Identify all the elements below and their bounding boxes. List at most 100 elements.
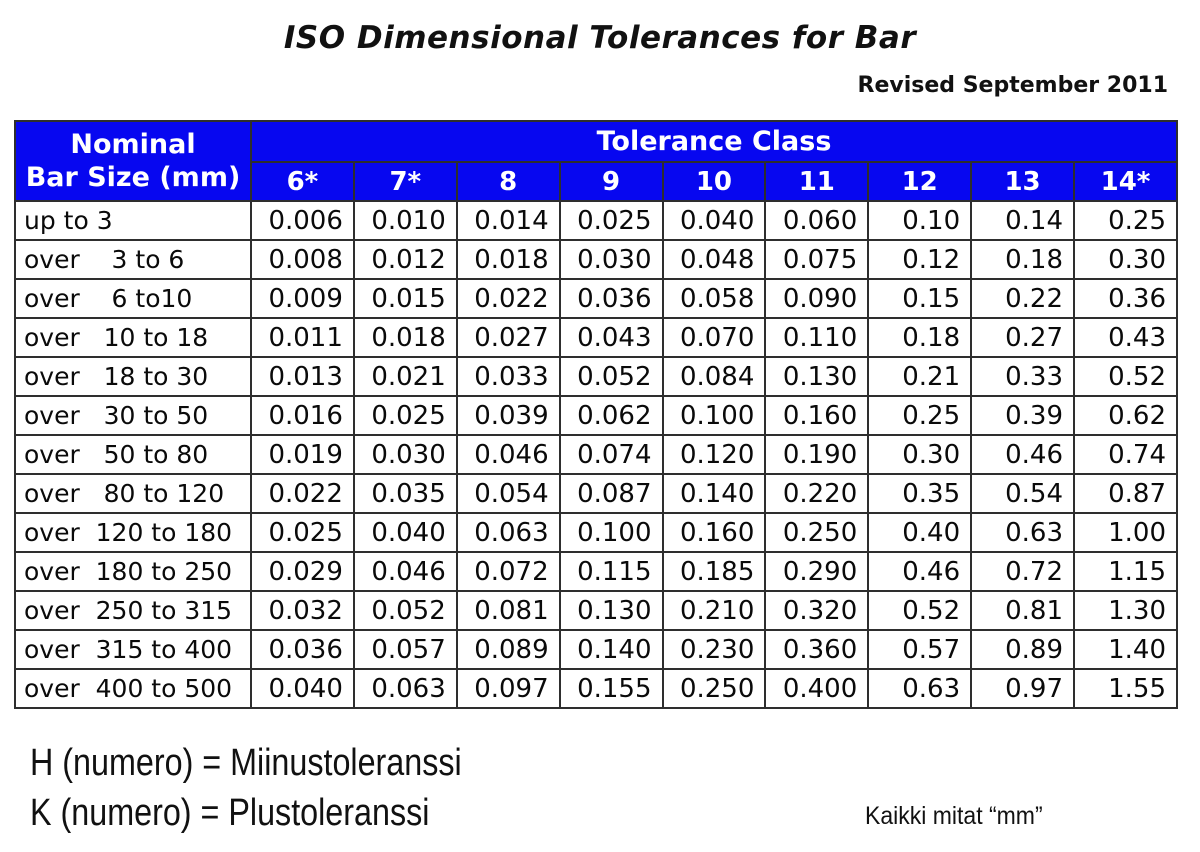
value-cell: 0.81 bbox=[970, 590, 1075, 631]
table-row-7: over 80 to 120 0.022 0.035 0.054 0.087 0.140 0… bbox=[14, 473, 1178, 514]
value-cell: 0.015 bbox=[352, 278, 458, 319]
row-label: over 180 to 250 bbox=[14, 551, 252, 592]
class-header-6star: 6* bbox=[250, 161, 355, 202]
table-row-11: over 315 to 400 0.036 0.057 0.089 0.140 0.230… bbox=[14, 629, 1178, 670]
value-cell: 0.063 bbox=[455, 512, 561, 553]
value-cell: 0.043 bbox=[558, 317, 664, 358]
value-cell: 0.025 bbox=[352, 395, 458, 436]
value-cell: 0.220 bbox=[764, 473, 870, 514]
value-cell: 0.009 bbox=[250, 278, 355, 319]
nominal-header-line2: Bar Size (mm) bbox=[25, 162, 241, 193]
value-cell: 0.46 bbox=[970, 434, 1075, 475]
value-cell: 0.070 bbox=[661, 317, 767, 358]
legend-plus-tolerance: K (numero) = Plustoleranssi bbox=[30, 792, 430, 834]
value-cell: 1.30 bbox=[1073, 590, 1178, 631]
table-row-0: up to 3 0.006 0.010 0.014 0.025 0.040 0.060 0.1… bbox=[14, 200, 1178, 241]
page-title: ISO Dimensional Tolerances for Bar bbox=[283, 20, 917, 56]
value-cell: 0.040 bbox=[661, 200, 767, 241]
table-row-3: over 10 to 18 0.011 0.018 0.027 0.043 0.070 0.… bbox=[14, 317, 1178, 358]
footer: H (numero) = Miinustoleranssi K (numero)… bbox=[0, 740, 1200, 852]
value-cell: 0.52 bbox=[1073, 356, 1178, 397]
value-cell: 0.013 bbox=[250, 356, 355, 397]
value-cell: 0.140 bbox=[558, 629, 664, 670]
value-cell: 0.210 bbox=[661, 590, 767, 631]
value-cell: 0.72 bbox=[970, 551, 1075, 592]
value-cell: 0.057 bbox=[352, 629, 458, 670]
value-cell: 0.052 bbox=[352, 590, 458, 631]
value-cell: 0.046 bbox=[352, 551, 458, 592]
nominal-bar-size-header: Nominal Bar Size (mm) bbox=[14, 120, 252, 202]
value-cell: 0.33 bbox=[970, 356, 1075, 397]
value-cell: 0.74 bbox=[1073, 434, 1178, 475]
table-row-2: over 6 to10 0.009 0.015 0.022 0.036 0.058 0.09… bbox=[14, 278, 1178, 319]
value-cell: 0.10 bbox=[867, 200, 973, 241]
value-cell: 0.22 bbox=[970, 278, 1075, 319]
value-cell: 0.046 bbox=[455, 434, 561, 475]
value-cell: 0.029 bbox=[250, 551, 355, 592]
value-cell: 0.032 bbox=[250, 590, 355, 631]
value-cell: 0.89 bbox=[970, 629, 1075, 670]
value-cell: 0.360 bbox=[764, 629, 870, 670]
value-cell: 0.040 bbox=[250, 668, 355, 709]
value-cell: 0.12 bbox=[867, 239, 973, 280]
value-cell: 0.036 bbox=[250, 629, 355, 670]
value-cell: 0.016 bbox=[250, 395, 355, 436]
value-cell: 0.100 bbox=[558, 512, 664, 553]
value-cell: 0.058 bbox=[661, 278, 767, 319]
revision-date: Revised September 2011 bbox=[857, 73, 1168, 98]
value-cell: 0.048 bbox=[661, 239, 767, 280]
value-cell: 0.063 bbox=[352, 668, 458, 709]
value-cell: 0.030 bbox=[558, 239, 664, 280]
value-cell: 0.130 bbox=[764, 356, 870, 397]
value-cell: 0.30 bbox=[1073, 239, 1178, 280]
value-cell: 0.40 bbox=[867, 512, 973, 553]
value-cell: 0.019 bbox=[250, 434, 355, 475]
value-cell: 0.25 bbox=[867, 395, 973, 436]
value-cell: 0.014 bbox=[455, 200, 561, 241]
value-cell: 0.006 bbox=[250, 200, 355, 241]
value-cell: 0.110 bbox=[764, 317, 870, 358]
table-row-12: over 400 to 500 0.040 0.063 0.097 0.155 0.250… bbox=[14, 668, 1178, 709]
group-header-row: Nominal Bar Size (mm) Tolerance Class bbox=[14, 120, 1178, 202]
row-label: over 6 to10 bbox=[14, 278, 252, 319]
value-cell: 1.15 bbox=[1073, 551, 1178, 592]
row-label: over 50 to 80 bbox=[14, 434, 252, 475]
row-label: over 30 to 50 bbox=[14, 395, 252, 436]
table-header: Nominal Bar Size (mm) Tolerance Class 6*… bbox=[14, 120, 1178, 202]
class-header-9: 9 bbox=[558, 161, 664, 202]
value-cell: 0.62 bbox=[1073, 395, 1178, 436]
table-row-4: over 18 to 30 0.013 0.021 0.033 0.052 0.084 0.… bbox=[14, 356, 1178, 397]
value-cell: 0.040 bbox=[352, 512, 458, 553]
row-label: over 315 to 400 bbox=[14, 629, 252, 670]
value-cell: 0.52 bbox=[867, 590, 973, 631]
tolerance-class-header: Tolerance Class bbox=[250, 120, 1178, 163]
value-cell: 1.55 bbox=[1073, 668, 1178, 709]
class-header-13: 13 bbox=[970, 161, 1075, 202]
value-cell: 0.25 bbox=[1073, 200, 1178, 241]
value-cell: 0.115 bbox=[558, 551, 664, 592]
row-label: over 250 to 315 bbox=[14, 590, 252, 631]
value-cell: 0.18 bbox=[970, 239, 1075, 280]
value-cell: 0.190 bbox=[764, 434, 870, 475]
value-cell: 0.87 bbox=[1073, 473, 1178, 514]
row-label: over 10 to 18 bbox=[14, 317, 252, 358]
value-cell: 0.039 bbox=[455, 395, 561, 436]
value-cell: 0.100 bbox=[661, 395, 767, 436]
value-cell: 0.062 bbox=[558, 395, 664, 436]
value-cell: 0.072 bbox=[455, 551, 561, 592]
value-cell: 0.63 bbox=[970, 512, 1075, 553]
table-row-6: over 50 to 80 0.019 0.030 0.046 0.074 0.120 0.… bbox=[14, 434, 1178, 475]
value-cell: 0.030 bbox=[352, 434, 458, 475]
value-cell: 0.052 bbox=[558, 356, 664, 397]
value-cell: 0.033 bbox=[455, 356, 561, 397]
class-header-12: 12 bbox=[867, 161, 973, 202]
value-cell: 0.57 bbox=[867, 629, 973, 670]
table-row-5: over 30 to 50 0.016 0.025 0.039 0.062 0.100 0.… bbox=[14, 395, 1178, 436]
nominal-header-line1: Nominal bbox=[70, 129, 196, 160]
value-cell: 0.097 bbox=[455, 668, 561, 709]
value-cell: 0.400 bbox=[764, 668, 870, 709]
value-cell: 0.010 bbox=[352, 200, 458, 241]
value-cell: 0.21 bbox=[867, 356, 973, 397]
value-cell: 0.35 bbox=[867, 473, 973, 514]
row-label: up to 3 bbox=[14, 200, 252, 241]
